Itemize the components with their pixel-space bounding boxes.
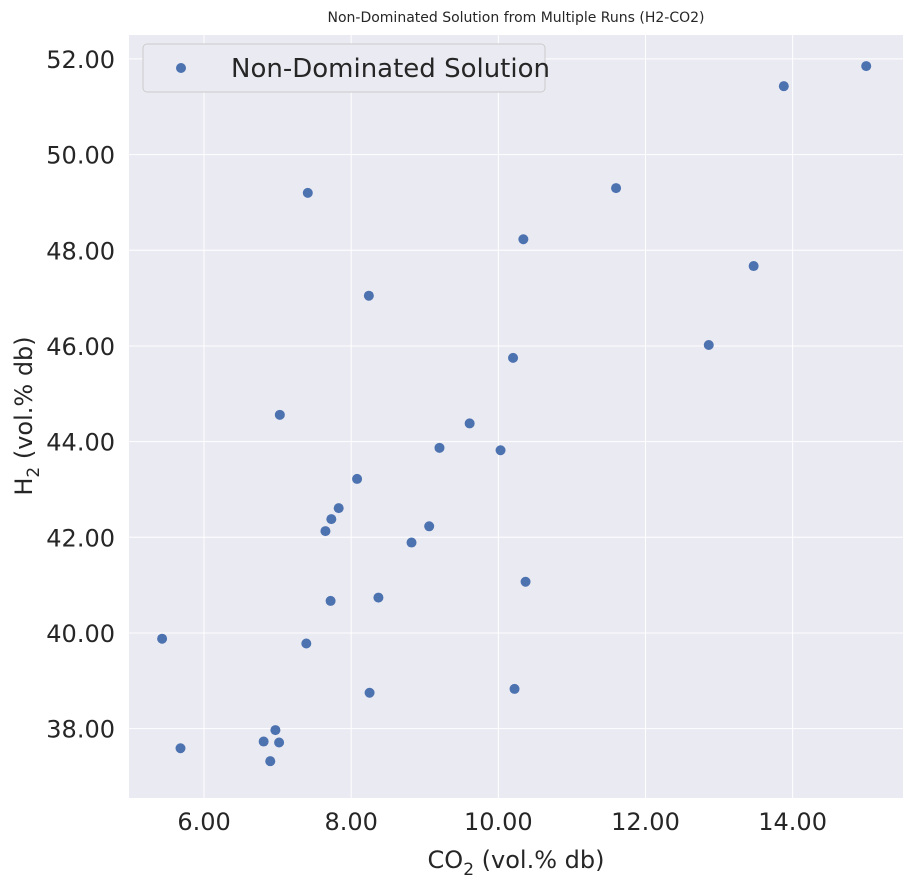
- x-tick-labels: 6.00 8.00 10.00 12.00 14.00: [177, 808, 827, 836]
- x-tick-label: 8.00: [324, 808, 377, 836]
- y-axis-label-suffix: (vol.% db): [10, 336, 38, 466]
- data-point: [748, 261, 759, 272]
- y-tick-label: 48.00: [46, 237, 115, 265]
- data-point: [265, 756, 276, 767]
- data-point: [352, 473, 363, 484]
- x-tick-label: 6.00: [177, 808, 230, 836]
- data-point: [175, 743, 186, 754]
- y-tick-label: 40.00: [46, 620, 115, 648]
- legend-box: [142, 43, 546, 93]
- data-point: [495, 445, 506, 456]
- y-tick-label: 52.00: [46, 46, 115, 74]
- data-point: [508, 352, 519, 363]
- data-point: [434, 442, 445, 453]
- data-point: [301, 638, 312, 649]
- y-tick-label: 44.00: [46, 429, 115, 457]
- data-point: [302, 187, 313, 198]
- data-point: [861, 61, 872, 72]
- y-axis-label-prefix: H: [10, 478, 38, 496]
- y-tick-label: 38.00: [46, 716, 115, 744]
- x-axis-label-prefix: CO: [428, 846, 464, 874]
- plot-area: [129, 35, 903, 798]
- data-point: [157, 633, 168, 644]
- y-axis-label-subscript: 2: [24, 467, 44, 478]
- x-axis-label-suffix: (vol.% db): [474, 846, 604, 874]
- x-tick-label: 14.00: [758, 808, 827, 836]
- data-point: [518, 234, 529, 245]
- y-tick-label: 42.00: [46, 524, 115, 552]
- x-tick-label: 10.00: [464, 808, 533, 836]
- data-point: [424, 521, 435, 532]
- chart-title: Non-Dominated Solution from Multiple Run…: [327, 10, 704, 26]
- y-axis-label: H2 (vol.% db): [10, 336, 44, 495]
- y-tick-label: 50.00: [46, 142, 115, 170]
- data-point: [326, 514, 337, 525]
- data-point: [325, 595, 336, 606]
- data-point: [270, 725, 281, 736]
- y-tick-label: 46.00: [46, 333, 115, 361]
- data-point: [363, 290, 374, 301]
- x-tick-label: 12.00: [611, 808, 680, 836]
- data-point: [274, 409, 285, 420]
- data-point: [373, 592, 384, 603]
- data-points: [157, 61, 872, 767]
- data-point: [274, 737, 285, 748]
- data-point: [258, 736, 269, 747]
- data-point: [509, 683, 520, 694]
- y-tick-labels: 38.00 40.00 42.00 44.00 46.00 48.00 50.00 52.00: [46, 46, 115, 744]
- data-point: [703, 339, 714, 350]
- data-point: [406, 537, 417, 548]
- data-point: [320, 526, 331, 537]
- x-axis-label: CO2 (vol.% db): [428, 846, 605, 880]
- legend-marker: [176, 63, 186, 73]
- data-point: [520, 576, 531, 587]
- data-point: [464, 418, 475, 429]
- data-point: [778, 81, 789, 92]
- legend: Non-Dominated Solution: [142, 43, 550, 93]
- x-axis-label-subscript: 2: [463, 860, 474, 880]
- legend-label: Non-Dominated Solution: [231, 54, 550, 84]
- data-point: [333, 503, 344, 514]
- data-point: [364, 687, 375, 698]
- data-point: [611, 183, 622, 194]
